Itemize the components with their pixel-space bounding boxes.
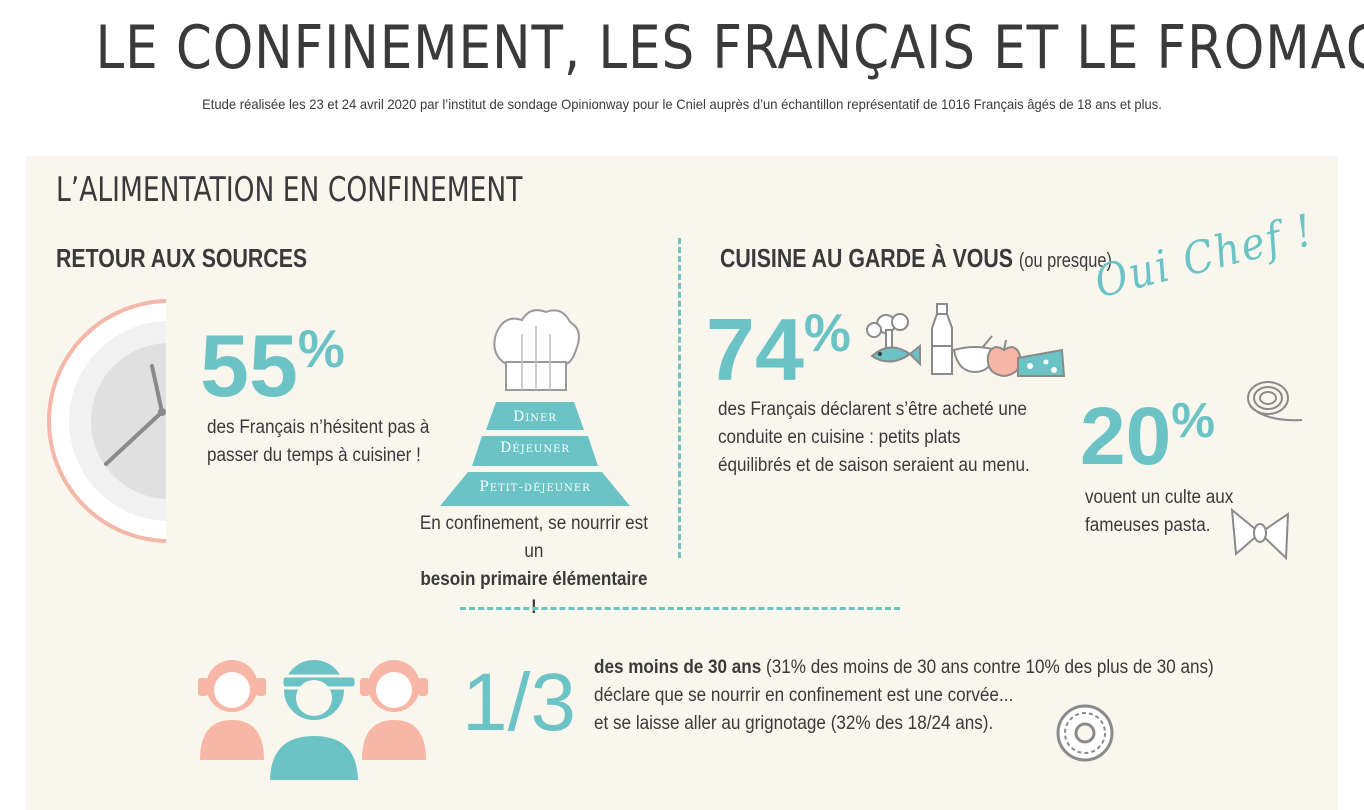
meal-pyramid <box>440 402 630 506</box>
stat-55-percent: 55% <box>200 316 345 415</box>
pyramid-petit-dejeuner: Petit-déjeuner <box>479 479 591 495</box>
apple-icon <box>986 339 1022 378</box>
spaghetti-icon <box>1247 381 1303 422</box>
farfalle-icon <box>1230 507 1290 561</box>
clock-plate-icon <box>47 299 166 543</box>
vertical-divider <box>678 238 681 558</box>
bottle-icon <box>931 303 953 375</box>
page-title: LE CONFINEMENT, LES FRANÇAIS ET LE FROMA… <box>95 13 1364 83</box>
page-subtitle: Etude réalisée les 23 et 24 avril 2020 p… <box>202 96 1162 112</box>
stat-20-description: vouent un culte aux fameuses pasta. <box>1085 487 1234 536</box>
left-heading: RETOUR AUX SOURCES <box>56 243 308 273</box>
pyramid-dejeuner: Déjeuner <box>500 440 570 456</box>
stat-one-third: 1/3 <box>462 657 576 748</box>
chef-hat-icon <box>493 309 580 391</box>
section-title: L’ALIMENTATION EN CONFINEMENT <box>56 170 523 210</box>
pyramid-diner: Diner <box>513 409 557 425</box>
cheese-icon <box>1017 348 1066 377</box>
donut-icon <box>1056 704 1114 762</box>
people-icon <box>198 656 428 784</box>
right-heading: CUISINE AU GARDE À VOUS (ou presque) <box>720 243 1112 273</box>
pyramid-caption: En confinement, se nourrir est un besoin… <box>419 513 648 618</box>
stat-74-description: des Français déclarent s’être acheté une… <box>718 399 1030 476</box>
stat-55-description: des Français n’hésitent pas à passer du … <box>207 417 430 466</box>
fish-icon <box>866 313 921 367</box>
stat-20-percent: 20% <box>1080 391 1215 483</box>
stat-74-percent: 74% <box>706 300 851 399</box>
stat-one-third-description: des moins de 30 ans (31% des moins de 30… <box>594 657 1214 734</box>
horizontal-divider <box>460 607 900 610</box>
